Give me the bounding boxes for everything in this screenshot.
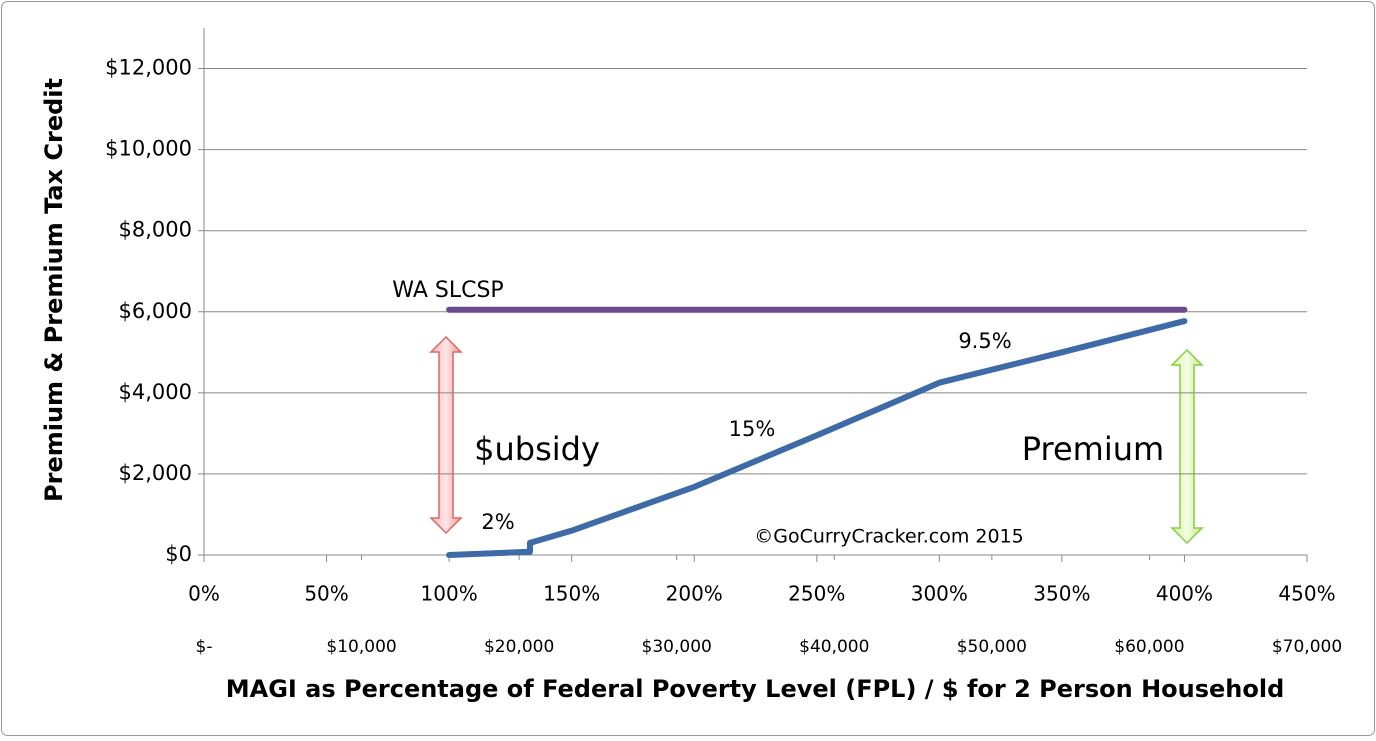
x2-tick-label: $10,000 bbox=[326, 637, 396, 657]
y-tick-label: $2,000 bbox=[119, 461, 192, 485]
x-tick-label: 400% bbox=[1156, 582, 1213, 606]
annotation: Premium bbox=[1022, 430, 1164, 468]
x-tick-label: 250% bbox=[788, 582, 845, 606]
y-tick-label: $4,000 bbox=[119, 380, 192, 404]
x-tick-label: 200% bbox=[666, 582, 723, 606]
x-tick-label: 50% bbox=[304, 582, 348, 606]
x-tick-label: 450% bbox=[1278, 582, 1335, 606]
line-series bbox=[446, 318, 1188, 558]
x-tick-label: 0% bbox=[188, 582, 220, 606]
y-axis-title: Premium & Premium Tax Credit bbox=[40, 78, 68, 502]
x2-tick-label: $30,000 bbox=[642, 637, 712, 657]
x2-tick-label: $- bbox=[196, 637, 213, 657]
y-tick-label: $12,000 bbox=[105, 56, 192, 80]
annotation: 15% bbox=[729, 417, 776, 441]
y-tick-label: $0 bbox=[165, 542, 192, 566]
x-tick-label: 100% bbox=[421, 582, 478, 606]
subsidy-arrow bbox=[429, 335, 463, 535]
x2-tick-label: $50,000 bbox=[957, 637, 1027, 657]
x-axis-title: MAGI as Percentage of Federal Poverty Le… bbox=[226, 675, 1285, 703]
y-tick-label: $10,000 bbox=[105, 137, 192, 161]
annotation: ©GoCurryCracker.com 2015 bbox=[754, 526, 1023, 548]
x-tick-label: 350% bbox=[1033, 582, 1090, 606]
x2-tick-label: $70,000 bbox=[1272, 637, 1342, 657]
x-tick-label: 150% bbox=[543, 582, 600, 606]
x2-tick-label: $60,000 bbox=[1114, 637, 1184, 657]
annotation: 9.5% bbox=[958, 329, 1011, 353]
x-tick-label: 300% bbox=[911, 582, 968, 606]
annotation: WA SLCSP bbox=[392, 278, 503, 303]
x2-tick-label: $20,000 bbox=[484, 637, 554, 657]
x2-tick-label: $40,000 bbox=[799, 637, 869, 657]
annotation: 2% bbox=[481, 510, 514, 534]
annotation: $ubsidy bbox=[474, 430, 600, 468]
y-tick-label: $8,000 bbox=[119, 218, 192, 242]
premium-arrow bbox=[1170, 348, 1204, 545]
y-tick-label: $6,000 bbox=[119, 299, 192, 323]
